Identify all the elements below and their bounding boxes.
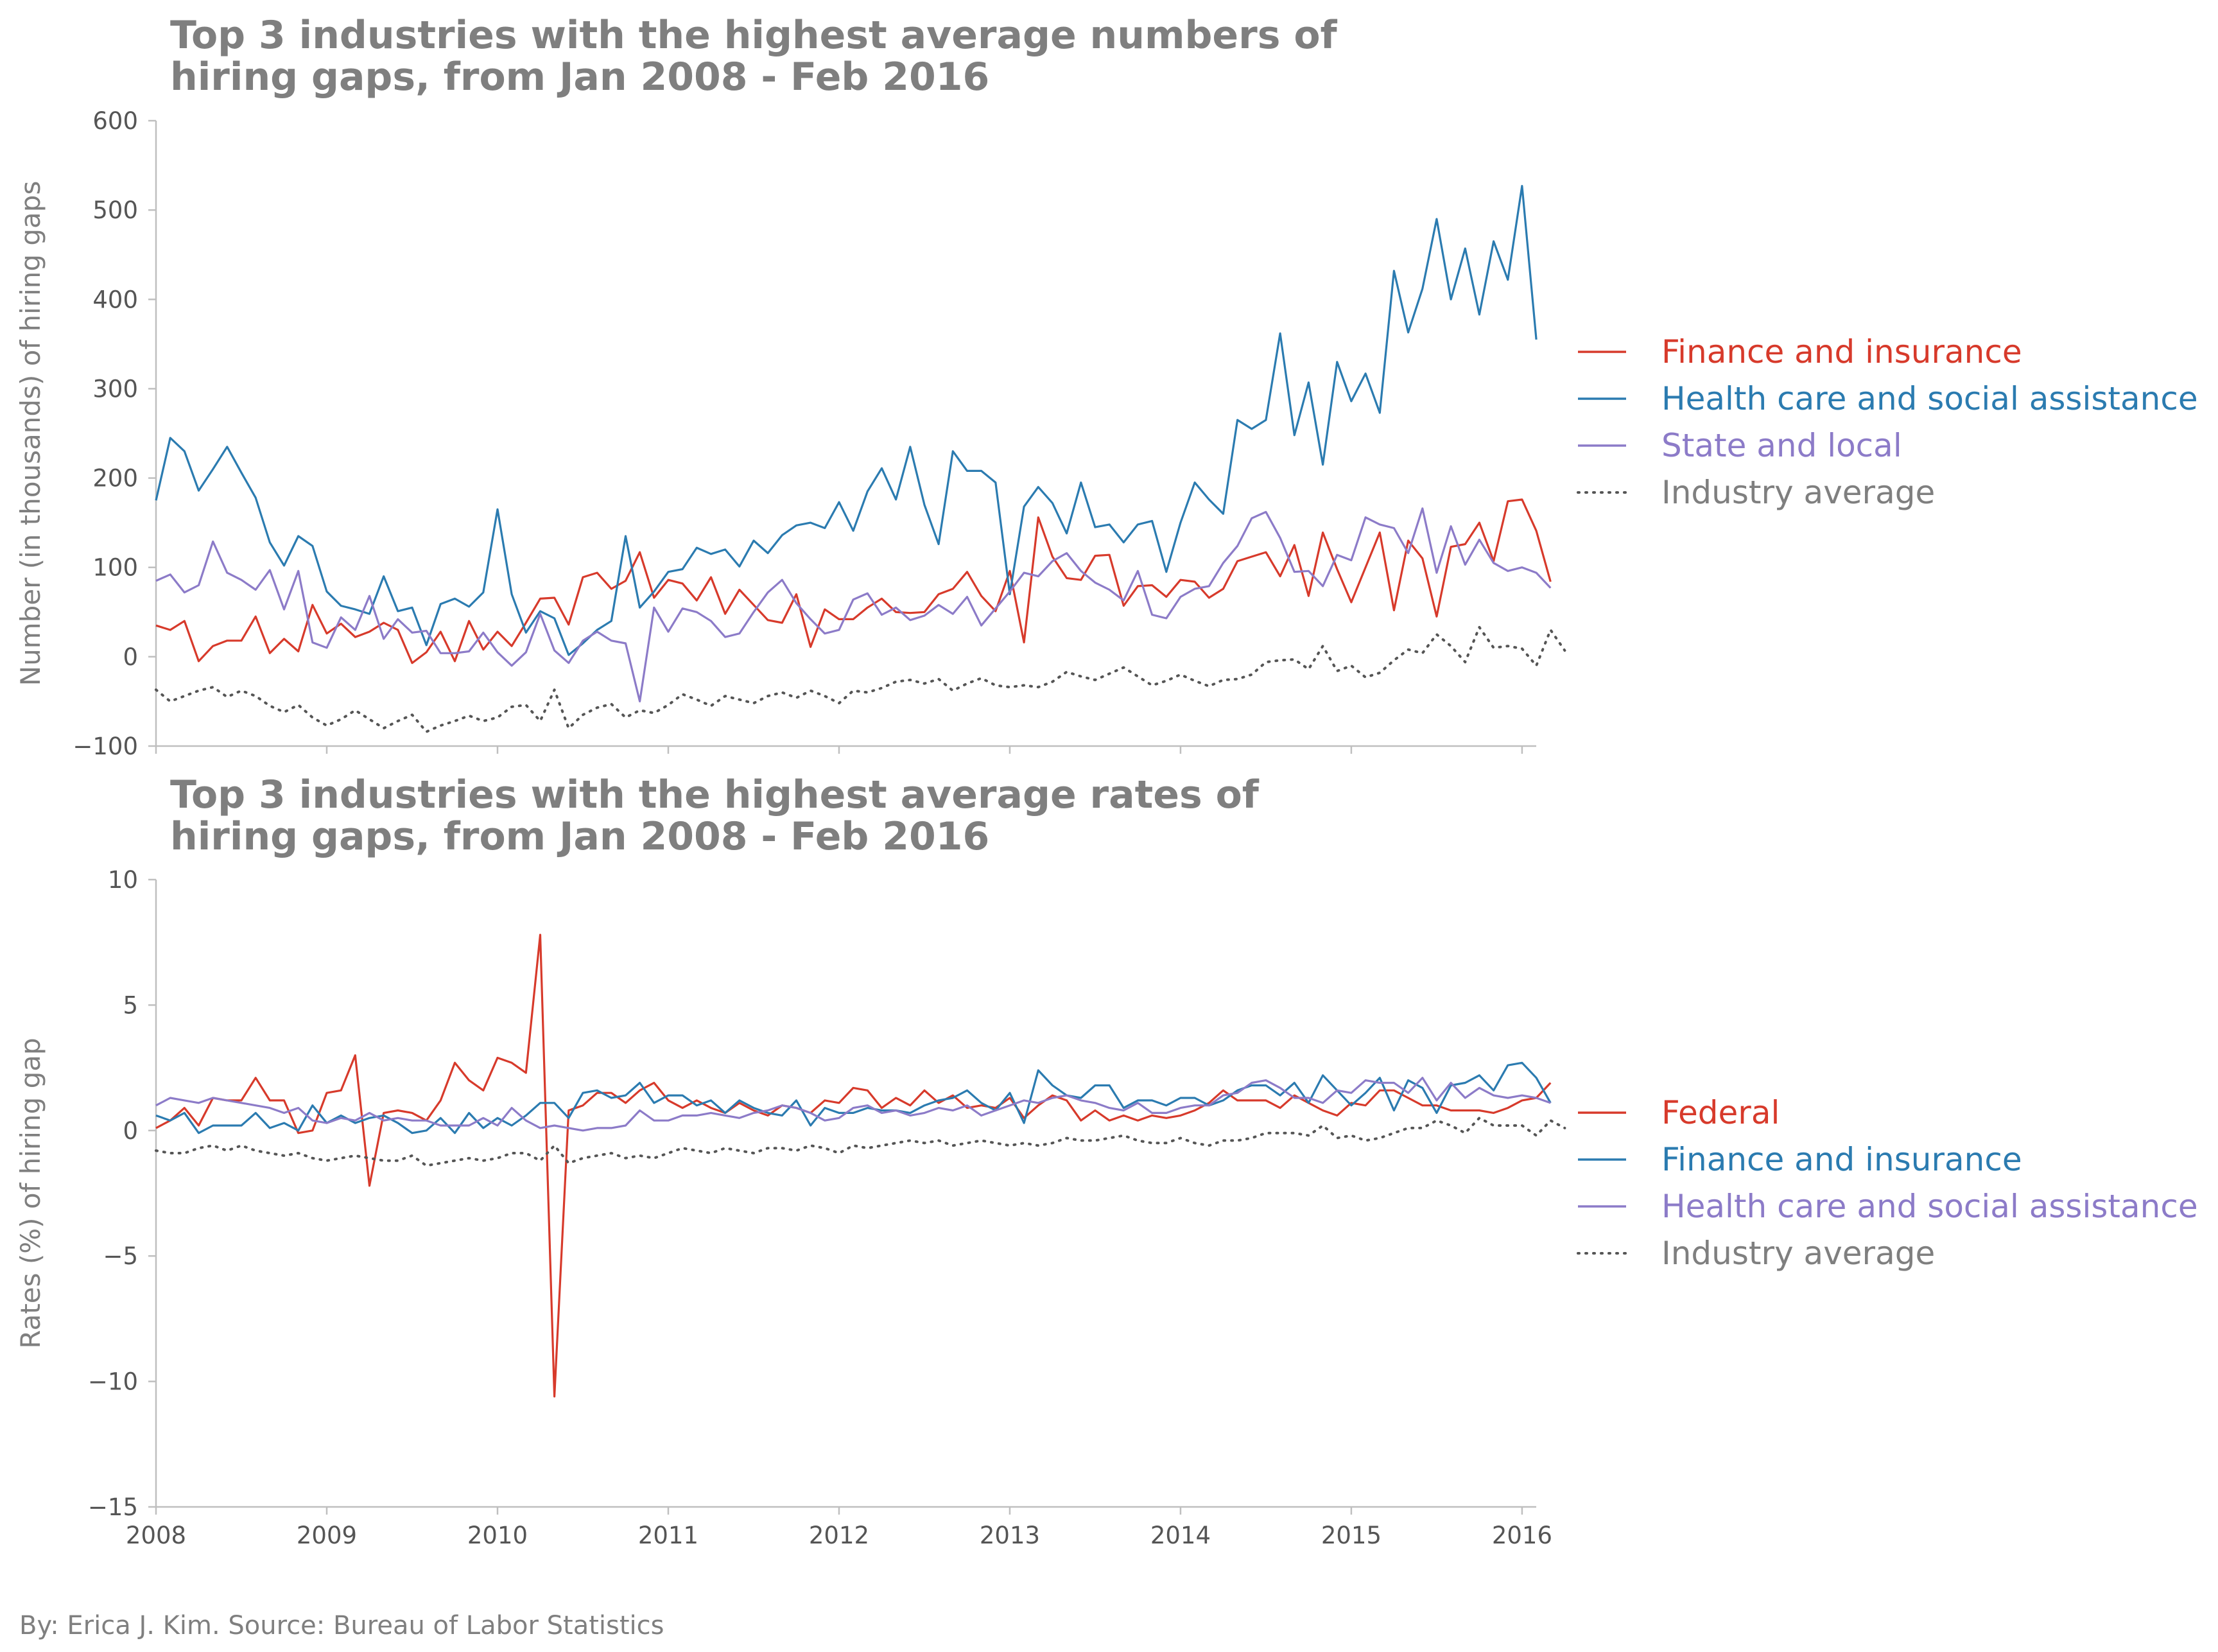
x-tick-label: 2014 (1150, 1522, 1211, 1549)
legend-entry: State and local (1661, 427, 1902, 464)
y-tick-label: 0 (123, 1117, 138, 1145)
source-caption: By: Erica J. Kim. Source: Bureau of Labo… (19, 1611, 664, 1640)
y-tick-label: −10 (88, 1368, 138, 1396)
y-axis-label: Number (in thousands) of hiring gaps (15, 181, 46, 686)
y-tick-label: −100 (73, 733, 138, 760)
legend-entry: Health care and social assistance (1661, 1188, 2198, 1225)
y-tick-label: 400 (92, 286, 138, 313)
chart-hiring-gap-numbers: Top 3 industries with the highest averag… (15, 13, 2198, 760)
x-tick-label: 2012 (809, 1522, 869, 1549)
series-line-state-and-local (155, 507, 1552, 703)
series-line-finance-and-insurance (155, 498, 1552, 665)
x-tick-label: 2011 (638, 1522, 698, 1549)
series-line-health-care-and-social-assistance (155, 1077, 1551, 1132)
series-line-federal (155, 934, 1552, 1398)
chart-hiring-gap-rates: Top 3 industries with the highest averag… (15, 772, 2198, 1549)
series-line-industry-average (155, 625, 1566, 733)
x-tick-label: 2010 (467, 1522, 528, 1549)
y-tick-label: 300 (92, 375, 138, 403)
legend: Finance and insurance Health care and soc… (1577, 333, 2198, 511)
y-tick-label: −5 (103, 1242, 138, 1270)
y-tick-label: 5 (123, 991, 138, 1019)
series-line-health-care-and-social-assistance (155, 185, 1538, 656)
chart-title-line: Top 3 industries with the highest averag… (170, 13, 1338, 58)
y-tick-label: 600 (92, 107, 138, 135)
y-tick-label: −15 (88, 1493, 138, 1521)
legend: Federal Finance and insurance Health care … (1577, 1094, 2198, 1272)
legend-entry: Finance and insurance (1661, 333, 2022, 370)
y-tick-label: 200 (92, 465, 138, 492)
legend-entry: Industry average (1661, 474, 1935, 511)
x-tick-label: 2016 (1492, 1522, 1552, 1549)
y-tick-label: 0 (123, 643, 138, 671)
chart-title-line: Top 3 industries with the highest averag… (170, 772, 1260, 817)
y-tick-label: 10 (108, 866, 138, 894)
legend-entry: Finance and insurance (1661, 1141, 2022, 1178)
x-tick-label: 2008 (126, 1522, 186, 1549)
y-axis-label: Rates (%) of hiring gap (15, 1038, 46, 1348)
y-tick-label: 500 (92, 196, 138, 224)
legend-entry: Health care and social assistance (1661, 380, 2198, 417)
x-tick-label: 2009 (297, 1522, 357, 1549)
legend-entry: Industry average (1661, 1235, 1935, 1272)
chart-title-line: hiring gaps, from Jan 2008 - Feb 2016 (170, 55, 989, 100)
series-line-industry-average (155, 1117, 1566, 1167)
x-tick-label: 2013 (980, 1522, 1040, 1549)
chart-title-line: hiring gaps, from Jan 2008 - Feb 2016 (170, 814, 989, 859)
series-line-finance-and-insurance (155, 1061, 1552, 1135)
y-tick-label: 100 (92, 554, 138, 582)
x-tick-label: 2015 (1321, 1522, 1382, 1549)
legend-entry: Federal (1661, 1094, 1780, 1131)
